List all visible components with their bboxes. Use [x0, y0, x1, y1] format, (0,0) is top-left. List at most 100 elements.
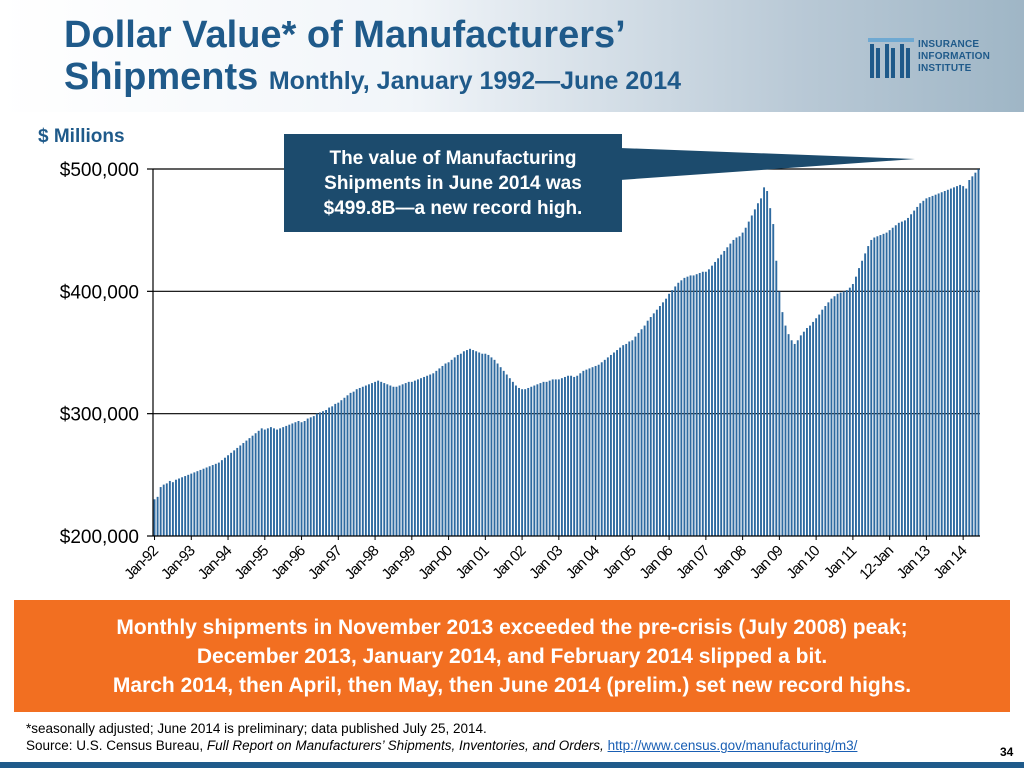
iii-logo-text: INSURANCE INFORMATION INSTITUTE: [918, 39, 990, 75]
bar: [842, 291, 845, 536]
bar: [965, 188, 968, 536]
bar: [625, 343, 628, 536]
bar: [714, 261, 717, 536]
callout-line-1: The value of Manufacturing: [329, 147, 577, 169]
bar: [616, 350, 618, 536]
bar: [466, 350, 468, 536]
bar: [839, 292, 842, 536]
bar: [851, 283, 854, 536]
x-tick-label: Jan 03: [526, 542, 566, 582]
bar: [711, 265, 713, 536]
bar: [245, 440, 248, 536]
bar: [894, 225, 897, 537]
bar: [358, 387, 361, 536]
bar: [533, 385, 536, 536]
callout-pointer: [620, 148, 915, 180]
bar: [793, 343, 796, 536]
title-subtitle: Monthly, January 1992—June 2014: [268, 67, 682, 95]
bar: [257, 430, 260, 536]
bar: [763, 187, 766, 536]
bar: [438, 368, 441, 536]
bar: [288, 424, 291, 536]
bar: [318, 412, 321, 536]
bar: [879, 235, 882, 536]
bar: [331, 406, 334, 536]
bar: [606, 357, 609, 536]
bar: [956, 186, 958, 537]
bar: [346, 395, 349, 536]
bar: [655, 309, 658, 536]
bar: [564, 376, 566, 536]
bar: [925, 198, 928, 537]
bar: [858, 268, 860, 536]
bar: [196, 471, 199, 536]
bar: [263, 429, 266, 536]
bar: [554, 379, 557, 536]
x-tick-label: Jan 01: [453, 542, 493, 582]
bar: [662, 302, 664, 536]
bar: [524, 389, 527, 536]
bar: [900, 221, 903, 536]
bar: [787, 334, 790, 536]
bar: [352, 391, 355, 536]
x-tick-label: Jan-00: [415, 542, 456, 583]
bar: [772, 224, 775, 537]
bar: [508, 378, 511, 536]
bar: [830, 298, 833, 536]
x-tick-label: Jan-93: [158, 542, 199, 583]
source-prefix: Source: U.S. Census Bureau,: [26, 738, 207, 753]
bar: [668, 293, 671, 536]
bar: [254, 433, 257, 536]
bar: [481, 353, 484, 536]
bar: [337, 402, 340, 536]
bar: [208, 466, 211, 536]
bar: [649, 317, 652, 536]
bar: [242, 443, 245, 536]
bar: [609, 354, 612, 536]
bar: [435, 370, 438, 536]
bar: [778, 291, 781, 536]
bar: [392, 386, 395, 536]
bar: [168, 480, 171, 536]
slide-title: Dollar Value* of Manufacturers’ Shipment…: [64, 14, 681, 102]
source-link[interactable]: http://www.census.gov/manufacturing/m3/: [607, 738, 858, 753]
x-tick-label: Jan 05: [600, 542, 640, 582]
bar: [741, 232, 744, 536]
bar: [162, 484, 165, 536]
bar: [888, 230, 891, 536]
bar: [674, 286, 677, 536]
bar: [931, 195, 934, 536]
bar: [818, 314, 821, 536]
y-tick-label: $500,000: [60, 160, 139, 181]
bar: [214, 463, 217, 536]
callout-line-3: $499.8B—a new record high.: [323, 197, 583, 219]
bar: [291, 423, 294, 536]
bar: [689, 275, 692, 536]
bar: [573, 376, 576, 536]
bar: [845, 290, 848, 536]
x-tick-label: Jan 11: [821, 542, 860, 581]
bar: [202, 468, 205, 536]
bar: [527, 387, 530, 536]
source-title: Full Report on Manufacturers’ Shipments,…: [206, 738, 604, 753]
bar: [686, 276, 689, 536]
bar: [521, 389, 524, 536]
bar: [904, 220, 906, 536]
bar: [487, 354, 490, 536]
bar: [974, 172, 977, 537]
bar: [824, 306, 827, 536]
bar: [156, 496, 159, 536]
bar: [484, 353, 487, 536]
bar: [805, 328, 808, 536]
bar: [836, 293, 839, 536]
bar: [383, 383, 386, 536]
bar: [334, 403, 337, 536]
bar: [349, 392, 352, 536]
bar: [511, 381, 514, 536]
x-tick-label: Jan 08: [710, 542, 750, 582]
footnote: *seasonally adjusted; June 2014 is preli…: [26, 720, 857, 754]
x-tick-label: Jan-94: [195, 542, 236, 583]
bar: [962, 186, 965, 537]
bar: [802, 331, 805, 536]
bar: [968, 180, 971, 536]
